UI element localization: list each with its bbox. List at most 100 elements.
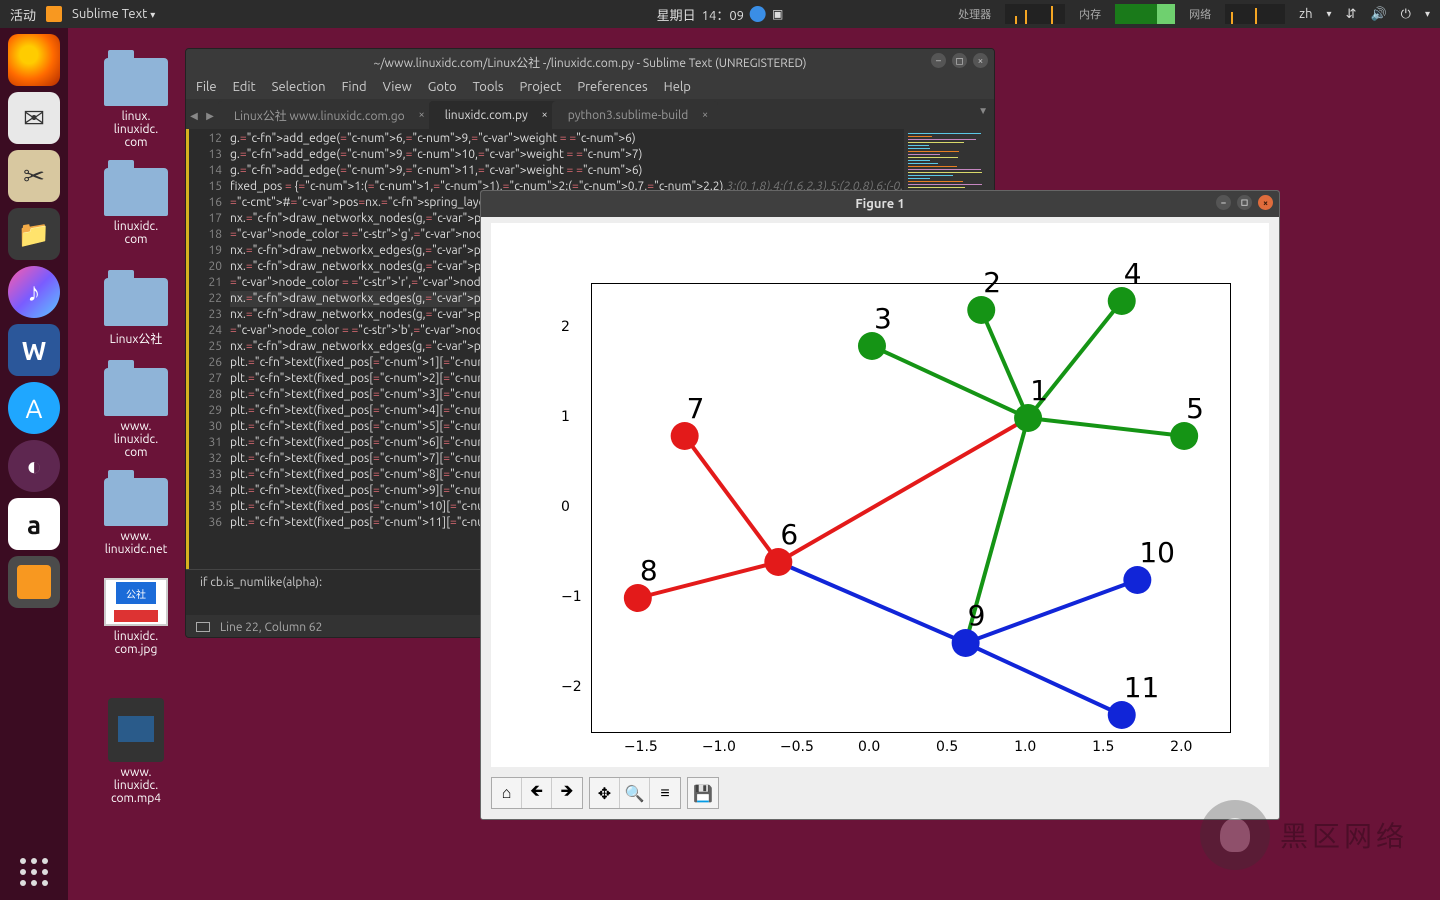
- toolbar-configure-button[interactable]: ≡: [650, 778, 680, 808]
- graph-node: [952, 629, 980, 657]
- graph-node: [1108, 701, 1136, 729]
- net-graph: [1225, 4, 1285, 24]
- activities-button[interactable]: 活动: [10, 5, 36, 24]
- menu-find[interactable]: Find: [342, 80, 367, 94]
- notification-icon[interactable]: ▣: [772, 7, 783, 21]
- dock-word-icon[interactable]: W: [8, 324, 60, 376]
- editor-tab[interactable]: linuxidc.com.py×: [429, 101, 558, 129]
- maximize-button[interactable]: ◻: [1237, 195, 1252, 210]
- tab-close-icon[interactable]: ×: [542, 109, 548, 121]
- sublime-tabbar: ◀ ▶ Linux公社 www.linuxidc.com.go×linuxidc…: [186, 99, 994, 129]
- node-label: 2: [983, 266, 1001, 299]
- toolbar-pan-button[interactable]: ✥: [590, 778, 620, 808]
- desktop-icon-label: www. linuxidc. com: [96, 420, 176, 459]
- toolbar-home-button[interactable]: ⌂: [492, 778, 522, 808]
- clock-time[interactable]: 14：09: [702, 5, 744, 24]
- graph-node: [1123, 566, 1151, 594]
- matplotlib-window: Figure 1 – ◻ × −1.5−1.0−0.50.00.51.01.52…: [480, 190, 1280, 820]
- panel-switcher-icon[interactable]: [196, 622, 210, 632]
- node-label: 9: [968, 599, 986, 632]
- desktop-icon-label: www. linuxidc.net: [96, 530, 176, 556]
- dock-mail-icon[interactable]: ✉: [8, 92, 60, 144]
- node-label: 11: [1124, 671, 1160, 704]
- clock-day[interactable]: 星期日: [657, 5, 696, 24]
- desktop-icon-label: linuxidc. com.jpg: [96, 630, 176, 656]
- dock-music-icon[interactable]: ♪: [8, 266, 60, 318]
- editor-tab[interactable]: Linux公社 www.linuxidc.com.go ×: [218, 101, 435, 129]
- desktop-icon[interactable]: Linux公社: [96, 278, 176, 347]
- graph-edge: [1028, 418, 1184, 436]
- graph-node: [764, 548, 792, 576]
- desktop-icon-label: linux. linuxidc. com: [96, 110, 176, 149]
- dock-gimp-icon[interactable]: ✂: [8, 150, 60, 202]
- sublime-titlebar[interactable]: ~/www.linuxidc.com/Linux公社 -/linuxidc.co…: [186, 49, 994, 75]
- sublime-title: ~/www.linuxidc.com/Linux公社 -/linuxidc.co…: [373, 54, 806, 71]
- app-menu[interactable]: Sublime Text ▾: [72, 7, 155, 21]
- cpu-graph: [1005, 4, 1065, 24]
- desktop-icon-label: linuxidc. com: [96, 220, 176, 246]
- line-gutter: 1213141516171819202122232425262728293031…: [186, 129, 230, 569]
- graph-node: [1170, 422, 1198, 450]
- tab-close-icon[interactable]: ×: [418, 109, 424, 121]
- toolbar-back-button[interactable]: 🡸: [522, 778, 552, 808]
- editor-tab[interactable]: python3.sublime-build×: [552, 101, 718, 129]
- node-label: 8: [640, 554, 658, 587]
- graph-node: [1108, 287, 1136, 315]
- desktop-icon[interactable]: www. linuxidc. com.mp4: [96, 698, 176, 805]
- dock-sublime-icon[interactable]: [8, 556, 60, 608]
- launcher-dock: ✉ ✂ 📁 ♪ W A ◐ a: [0, 28, 68, 900]
- figure-canvas: −1.5−1.0−0.50.00.51.01.52.0−2−1012123456…: [491, 223, 1269, 767]
- menu-tools[interactable]: Tools: [473, 80, 504, 94]
- tab-history-back[interactable]: ◀: [186, 103, 202, 129]
- toolbar-save-button[interactable]: 💾: [688, 778, 718, 808]
- menu-goto[interactable]: Goto: [428, 80, 457, 94]
- menu-selection[interactable]: Selection: [272, 80, 326, 94]
- toolbar-zoom-button[interactable]: 🔍: [620, 778, 650, 808]
- desktop-icon[interactable]: 公社linuxidc. com.jpg: [96, 578, 176, 656]
- dock-appstore-icon[interactable]: A: [8, 382, 60, 434]
- dock-amazon-icon[interactable]: a: [8, 498, 60, 550]
- watermark: 黑区网络: [1200, 790, 1420, 880]
- graph-edge: [966, 580, 1138, 643]
- dock-ubuntu-icon[interactable]: ◐: [8, 440, 60, 492]
- volume-icon[interactable]: 🔊: [1370, 7, 1386, 22]
- weather-icon[interactable]: [750, 6, 766, 22]
- mem-graph: [1115, 4, 1175, 24]
- menu-edit[interactable]: Edit: [233, 80, 256, 94]
- figure-titlebar[interactable]: Figure 1 – ◻ ×: [481, 191, 1279, 217]
- menu-project[interactable]: Project: [520, 80, 562, 94]
- toolbar-forward-button[interactable]: 🡺: [552, 778, 582, 808]
- tab-history-fwd[interactable]: ▶: [202, 103, 218, 129]
- graph-node: [1014, 404, 1042, 432]
- dock-firefox-icon[interactable]: [8, 34, 60, 86]
- cpu-label: 处理器: [958, 6, 991, 22]
- mem-label: 内存: [1079, 6, 1101, 22]
- dock-finder-icon[interactable]: 📁: [8, 208, 60, 260]
- menu-view[interactable]: View: [383, 80, 412, 94]
- menu-preferences[interactable]: Preferences: [577, 80, 647, 94]
- close-button[interactable]: ×: [1258, 195, 1273, 210]
- show-applications-button[interactable]: [20, 858, 48, 886]
- desktop-icon[interactable]: linuxidc. com: [96, 168, 176, 246]
- input-source[interactable]: zh: [1299, 7, 1312, 21]
- net-label: 网络: [1189, 6, 1211, 22]
- tab-close-icon[interactable]: ×: [702, 109, 708, 121]
- minimize-button[interactable]: –: [1216, 195, 1231, 210]
- desktop-icon[interactable]: www. linuxidc. com: [96, 368, 176, 459]
- graph-edge: [966, 643, 1122, 715]
- maximize-button[interactable]: ◻: [952, 53, 967, 68]
- desktop-icon[interactable]: www. linuxidc.net: [96, 478, 176, 556]
- menu-file[interactable]: File: [196, 80, 217, 94]
- graph-edge: [778, 562, 965, 643]
- tab-overflow-button[interactable]: ▼: [978, 105, 988, 117]
- minimize-button[interactable]: –: [931, 53, 946, 68]
- graph-edge: [778, 418, 1028, 562]
- menu-help[interactable]: Help: [664, 80, 691, 94]
- power-icon[interactable]: ⏻: [1401, 7, 1411, 22]
- close-button[interactable]: ×: [973, 53, 988, 68]
- graph-edge: [685, 436, 779, 562]
- network-icon[interactable]: ⇵: [1346, 7, 1357, 22]
- node-label: 3: [874, 302, 892, 335]
- tab-label: Linux公社 www.linuxidc.com.go: [234, 107, 405, 124]
- desktop-icon[interactable]: linux. linuxidc. com: [96, 58, 176, 149]
